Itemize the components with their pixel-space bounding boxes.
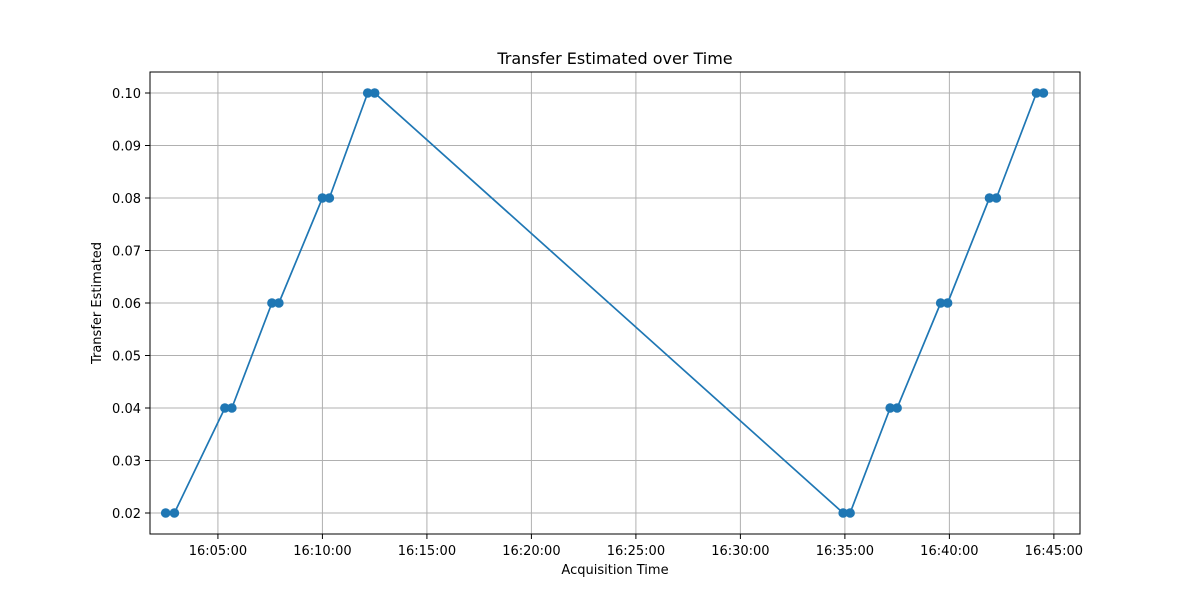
- y-tick-label: 0.10: [112, 87, 141, 102]
- data-point: [1038, 88, 1049, 98]
- data-point: [324, 193, 335, 203]
- x-tick-label: 16:05:00: [189, 544, 247, 559]
- x-tick-label: 16:35:00: [816, 544, 874, 559]
- data-point: [892, 403, 902, 413]
- y-tick-label: 0.07: [112, 245, 141, 260]
- x-axis-label: Acquisition Time: [561, 563, 668, 578]
- y-axis-label: Transfer Estimated: [90, 242, 105, 365]
- y-tick-label: 0.06: [112, 297, 141, 312]
- y-tick-label: 0.08: [112, 192, 141, 207]
- axis-ticks: 16:05:00 16:10:00 16:15:00 16:20:00 16:25:00…: [112, 87, 1083, 559]
- y-tick-label: 0.09: [112, 140, 141, 155]
- data-point: [160, 508, 171, 518]
- data-point: [220, 403, 230, 413]
- data-point: [1031, 88, 1042, 98]
- series-line: [165, 92, 1044, 514]
- x-tick-label: 16:45:00: [1025, 544, 1083, 559]
- y-tick-label: 0.02: [112, 507, 141, 522]
- data-point: [885, 403, 895, 413]
- x-tick-label: 16:40:00: [920, 544, 978, 559]
- data-point: [369, 88, 380, 98]
- data-point: [274, 298, 284, 308]
- data-point: [991, 193, 1002, 203]
- data-point: [227, 403, 237, 413]
- data-point: [984, 193, 995, 203]
- data-point: [942, 298, 953, 308]
- data-point: [845, 508, 855, 518]
- x-tick-label: 16:15:00: [398, 544, 456, 559]
- data-point: [362, 88, 373, 98]
- x-tick-label: 16:25:00: [607, 544, 665, 559]
- y-tick-label: 0.05: [112, 350, 141, 365]
- x-tick-label: 16:10:00: [293, 544, 351, 559]
- data-point: [267, 298, 277, 308]
- y-tick-label: 0.03: [112, 455, 141, 470]
- grid: [150, 72, 1080, 534]
- chart-title: Transfer Estimated over Time: [496, 49, 732, 68]
- data-point: [317, 193, 328, 203]
- data-point: [935, 298, 946, 308]
- data-point: [169, 508, 180, 518]
- series-layer: [160, 88, 1049, 518]
- x-tick-label: 16:20:00: [502, 544, 560, 559]
- x-tick-label: 16:30:00: [711, 544, 769, 559]
- y-tick-label: 0.04: [112, 402, 141, 417]
- data-point: [838, 508, 848, 518]
